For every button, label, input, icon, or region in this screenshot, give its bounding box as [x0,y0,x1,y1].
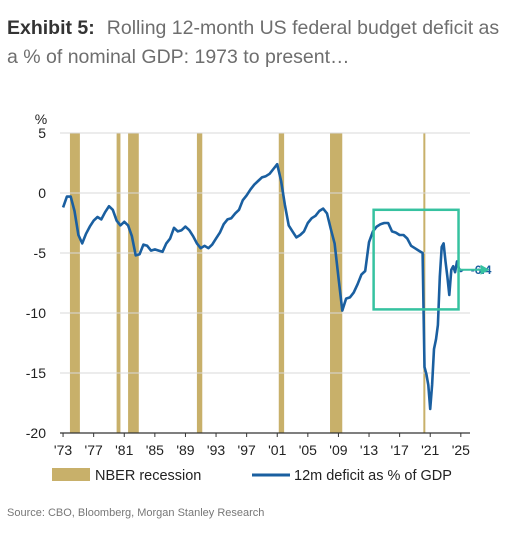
x-tick-label: '05 [299,442,317,458]
y-tick-label: -5 [34,245,47,261]
x-tick-label: '13 [360,442,378,458]
highlight-box [372,208,460,311]
recession-bar [69,133,80,433]
x-axis: '73 '77 '81 '85 '89 '93 '97 '01 '05 '09 '13 '17 '21 '… [54,433,470,458]
x-tick-label: '73 [54,442,72,458]
x-tick-label: '89 [176,442,194,458]
arrow-right-icon [480,264,490,275]
x-tick-label: '09 [329,442,347,458]
y-tick-label: -10 [26,305,46,321]
x-tick-label: '85 [146,442,164,458]
x-tick-label: '93 [207,442,225,458]
legend-label-deficit: 12m deficit as % of GDP [294,468,452,484]
recession-bar [330,133,343,433]
exhibit-label: Exhibit 5: [7,17,95,39]
legend-swatch-recession [52,468,90,481]
recession-bar [128,133,139,433]
y-tick-label: -15 [26,365,46,381]
x-tick-label: '97 [238,442,256,458]
exhibit-title: Exhibit 5: Rolling 12-month US federal bu… [7,14,502,72]
latest-value-callout: -6.4 [458,263,492,277]
recession-bar [278,133,285,433]
deficit-line [61,162,464,411]
legend: NBER recession 12m deficit as % of GDP [52,468,452,484]
gridlines [60,132,470,434]
exhibit-title-text: Rolling 12-month US federal budget defic… [7,17,500,68]
x-tick-label: '01 [268,442,286,458]
x-tick-label: '17 [391,442,409,458]
x-tick-label: '25 [452,442,470,458]
y-axis: 5 0 -5 -10 -15 -20 [26,125,46,441]
source-note: Source: CBO, Bloomberg, Morgan Stanley R… [7,507,265,519]
y-tick-label: -20 [26,425,46,441]
y-axis-label: % [35,111,47,127]
recession-bars [69,133,426,433]
recession-bar [196,133,203,433]
y-tick-label: 5 [38,125,46,141]
recession-bar [116,133,121,433]
x-tick-label: '81 [115,442,133,458]
x-tick-label: '77 [85,442,103,458]
legend-label-recession: NBER recession [95,468,201,484]
y-tick-label: 0 [38,185,46,201]
x-tick-label: '21 [421,442,439,458]
